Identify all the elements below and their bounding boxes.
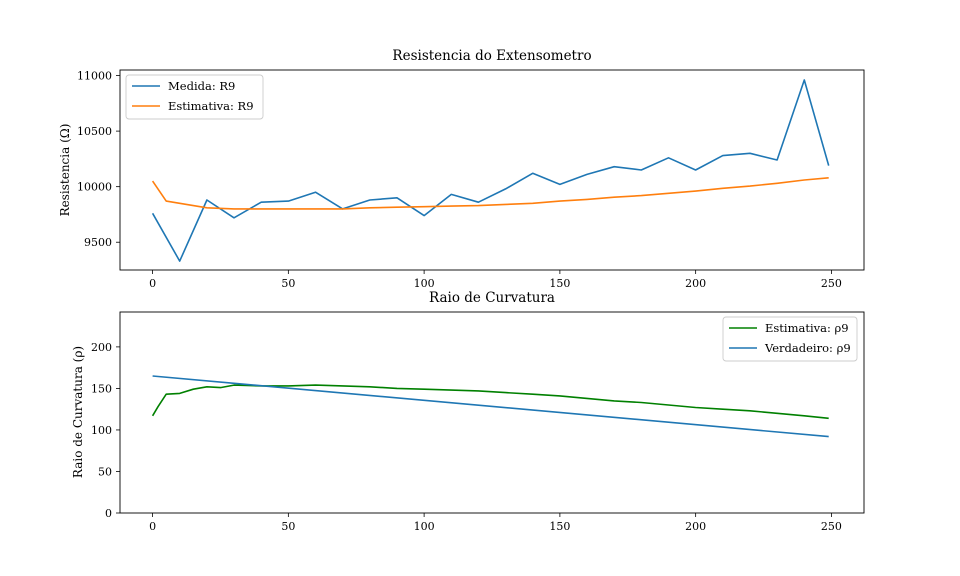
curvature-y-tick-label-50: 50 bbox=[98, 465, 112, 478]
resistance-y-tick-label-11000: 11000 bbox=[77, 70, 112, 83]
legend-label-estimativa-rho: Estimativa: ρ9 bbox=[765, 321, 849, 335]
resistance-series-line-0 bbox=[151, 79, 830, 262]
resistance-ticks: 0 50 100 150 200 250 9500 10000 10500 11000 bbox=[77, 70, 842, 290]
resistance-y-axis-label: Resistencia (Ω) bbox=[58, 124, 72, 217]
curvature-chart: Raio de Curvatura Raio de Curvatura (ρ) … bbox=[71, 290, 865, 533]
curvature-y-axis-label: Raio de Curvatura (ρ) bbox=[71, 346, 85, 478]
curvature-plot-frame bbox=[119, 311, 865, 514]
curvature-ticks: 0 50 100 150 200 250 0 50 100 150 200 bbox=[91, 341, 842, 533]
legend-label-verdadeiro-rho: Verdadeiro: ρ9 bbox=[764, 341, 851, 355]
curvature-x-tick-label-50: 50 bbox=[281, 520, 295, 533]
curvature-series-line-0 bbox=[151, 384, 829, 420]
legend-label-medida: Medida: R9 bbox=[168, 79, 235, 93]
resistance-plot-frame bbox=[119, 69, 865, 271]
resistance-chart-title: Resistencia do Extensometro bbox=[392, 48, 591, 64]
curvature-y-tick-label-0: 0 bbox=[105, 507, 112, 520]
curvature-series-line-1 bbox=[152, 375, 829, 438]
curvature-x-tick-label-200: 200 bbox=[685, 520, 706, 533]
resistance-y-tick-label-10500: 10500 bbox=[77, 125, 112, 138]
curvature-series-group bbox=[151, 375, 829, 438]
resistance-x-tick-label-100: 100 bbox=[414, 277, 435, 290]
curvature-y-tick-label-200: 200 bbox=[91, 341, 112, 354]
curvature-x-tick-label-150: 150 bbox=[549, 520, 570, 533]
curvature-x-tick-label-0: 0 bbox=[149, 520, 156, 533]
curvature-x-tick-label-250: 250 bbox=[821, 520, 842, 533]
resistance-x-tick-label-200: 200 bbox=[685, 277, 706, 290]
curvature-x-tick-label-100: 100 bbox=[414, 520, 435, 533]
resistance-y-tick-label-9500: 9500 bbox=[84, 236, 112, 249]
resistance-chart: Resistencia do Extensometro Resistencia … bbox=[58, 48, 865, 290]
resistance-x-tick-label-150: 150 bbox=[549, 277, 570, 290]
resistance-series-line-1 bbox=[151, 177, 829, 210]
legend-label-estimativa-r9: Estimativa: R9 bbox=[168, 99, 254, 113]
curvature-y-tick-label-100: 100 bbox=[91, 424, 112, 437]
resistance-legend: Medida: R9 Estimativa: R9 bbox=[125, 74, 264, 120]
curvature-legend: Estimativa: ρ9 Verdadeiro: ρ9 bbox=[722, 316, 858, 362]
resistance-x-tick-label-250: 250 bbox=[821, 277, 842, 290]
curvature-chart-title: Raio de Curvatura bbox=[429, 290, 555, 306]
resistance-series-group bbox=[151, 79, 830, 262]
resistance-x-tick-label-0: 0 bbox=[149, 277, 156, 290]
resistance-legend-box bbox=[125, 74, 264, 120]
curvature-y-tick-label-150: 150 bbox=[91, 382, 112, 395]
resistance-x-tick-label-50: 50 bbox=[281, 277, 295, 290]
resistance-y-tick-label-10000: 10000 bbox=[77, 181, 112, 194]
